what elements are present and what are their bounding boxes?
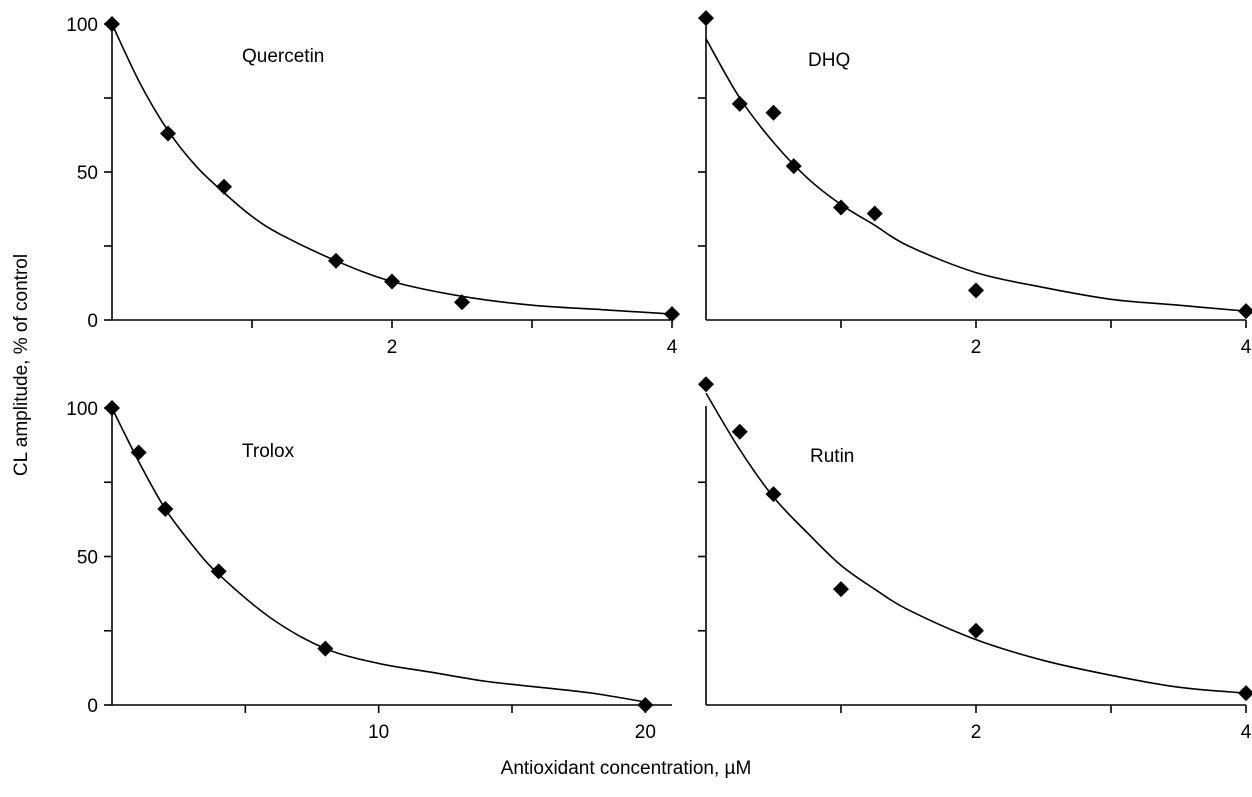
y-tick-label: 100 [66, 15, 98, 36]
data-point [968, 622, 984, 639]
x-tick-label: 2 [971, 722, 982, 743]
panel-title: Trolox [242, 441, 295, 462]
data-point [328, 252, 344, 269]
panel-1: 2 4 0 50 100 Quercetin [66, 15, 680, 358]
data-point [130, 444, 147, 461]
data-point [866, 205, 883, 222]
data-point [454, 294, 470, 311]
data-point [698, 376, 714, 393]
y-tick-label: 50 [77, 548, 98, 569]
fit-curve [111, 23, 673, 315]
y-tick-label: 0 [87, 311, 98, 332]
data-point [664, 306, 680, 323]
x-tick-label: 4 [1241, 722, 1252, 743]
data-point [216, 178, 232, 195]
panel-2: 2 4 DHQ [698, 10, 1252, 358]
data-point [1238, 685, 1252, 702]
data-point [765, 104, 782, 121]
y-axis-label: CL amplitude, % of control [11, 253, 32, 477]
data-point [104, 16, 120, 32]
data-point [1238, 303, 1252, 320]
fit-curve [705, 392, 1247, 694]
x-tick-label: 4 [1241, 337, 1252, 358]
data-point [317, 640, 334, 657]
panel-title: DHQ [808, 50, 850, 71]
data-point [968, 282, 984, 299]
x-tick-label: 4 [667, 337, 678, 358]
panel-title: Quercetin [242, 46, 324, 67]
data-point [731, 423, 748, 440]
data-point [157, 500, 174, 517]
data-point [210, 563, 227, 580]
data-point [765, 486, 782, 503]
data-point [785, 158, 802, 175]
fit-curve [705, 38, 1247, 312]
data-point [833, 581, 849, 598]
data-point [384, 273, 400, 290]
data-point [698, 10, 714, 27]
x-tick-label: 10 [368, 722, 389, 743]
data-point [731, 95, 748, 112]
y-tick-label: 100 [66, 399, 98, 420]
panel-title: Rutin [810, 446, 854, 467]
panel-4: 2 4 Rutin [698, 376, 1252, 743]
data-point [104, 400, 120, 416]
y-tick-label: 50 [77, 163, 98, 184]
data-point [160, 125, 176, 142]
x-tick-label: 20 [635, 722, 656, 743]
fit-curve [111, 407, 646, 703]
panel-3: 10 20 0 50 100 Trolox [66, 399, 672, 743]
data-point [833, 199, 849, 216]
y-tick-label: 0 [87, 696, 98, 717]
x-tick-label: 2 [971, 337, 982, 358]
x-axis-label: Antioxidant concentration, µM [500, 758, 752, 779]
data-point [637, 697, 654, 713]
x-tick-label: 2 [387, 337, 398, 358]
